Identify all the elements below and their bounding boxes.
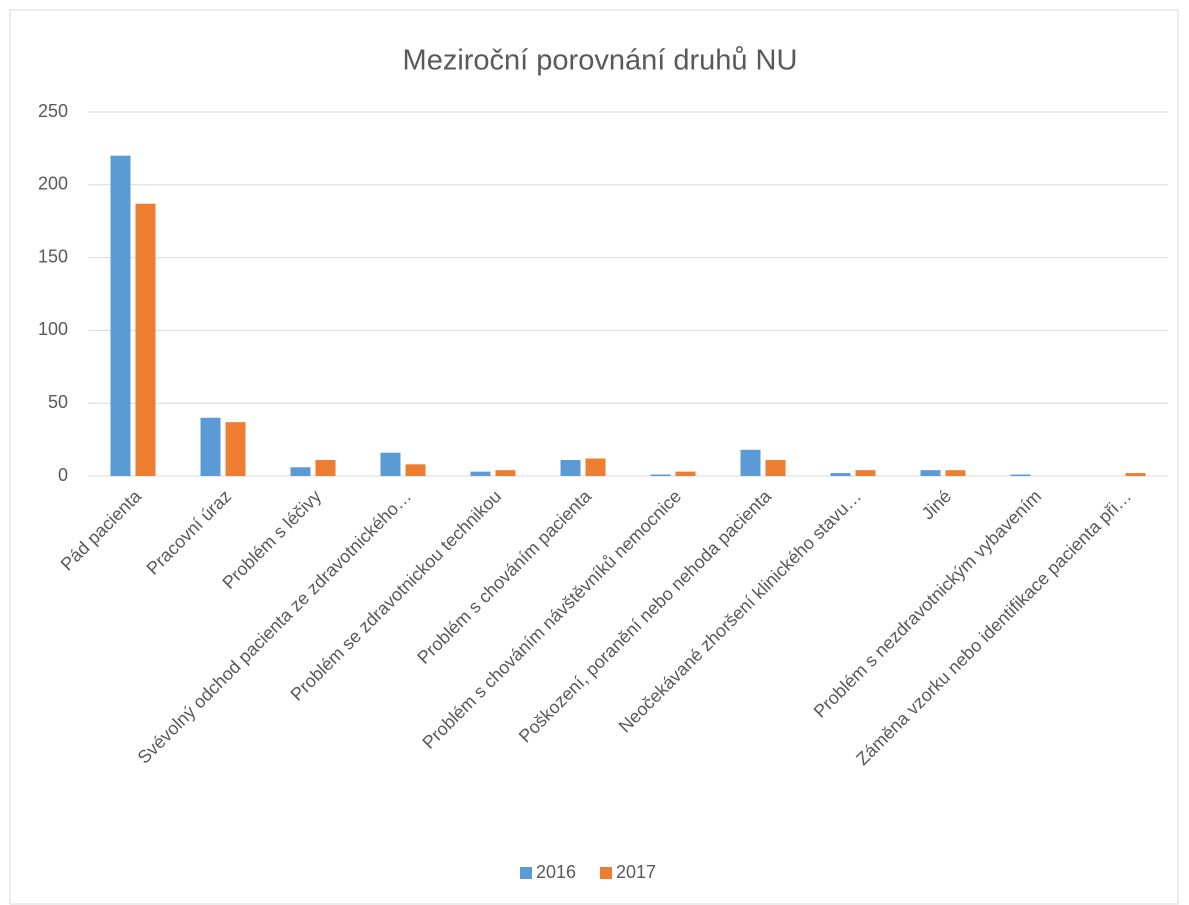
bar [315,459,336,476]
bar [380,452,401,476]
y-tick-label: 50 [48,392,68,412]
bar [650,474,671,476]
bar [470,471,491,476]
y-tick-label: 250 [38,101,68,121]
legend-label: 2017 [616,862,656,882]
bar [225,422,246,476]
chart-title: Meziroční porovnání druhů NU [403,45,798,77]
bar [675,471,696,476]
bar [290,467,311,476]
bar [945,470,966,476]
bar [495,470,516,476]
legend-label: 2016 [536,862,576,882]
bar [920,470,941,476]
legend-swatch [520,867,532,879]
legend-swatch [600,867,612,879]
bar [830,473,851,476]
bar [405,464,426,476]
bar [200,417,221,476]
chart-border [9,9,1179,905]
bar [585,458,606,476]
bar [1125,473,1146,476]
y-tick-label: 100 [38,319,68,339]
bar [110,155,131,476]
bar [855,470,876,476]
y-tick-label: 0 [58,465,68,485]
bar [135,203,156,476]
bar [765,459,786,476]
y-tick-label: 200 [38,174,68,194]
bar [1010,474,1031,476]
bar [560,459,581,476]
y-tick-label: 150 [38,246,68,266]
bar [740,449,761,476]
